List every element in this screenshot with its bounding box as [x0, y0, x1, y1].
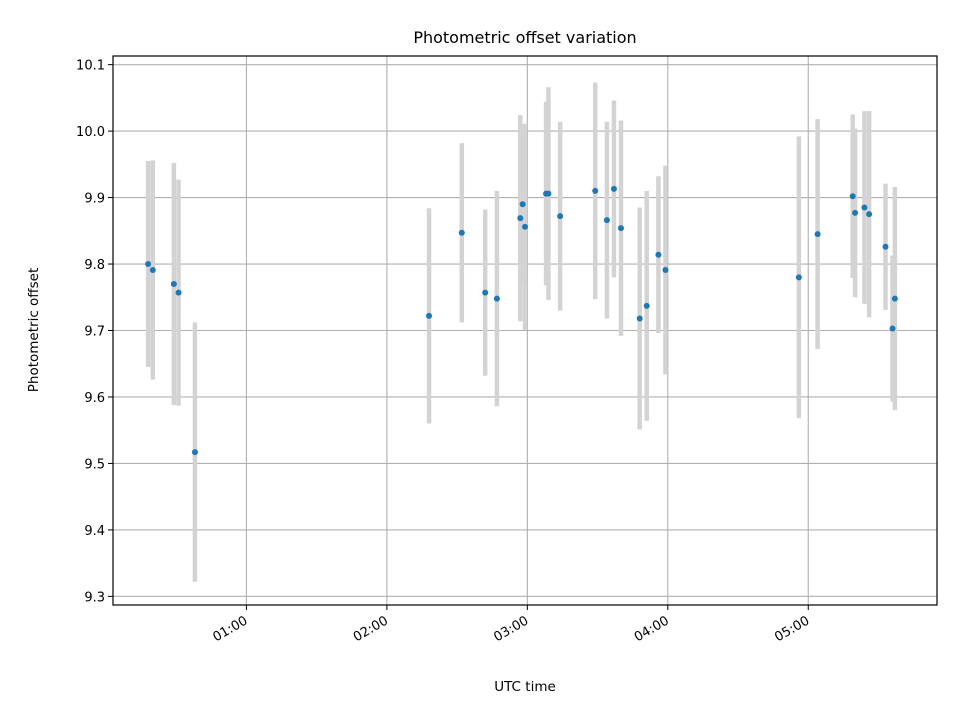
y-axis-ticks: 9.3 9.4 9.5 9.6 9.7 9.8 9.9 10.0 10.1 — [76, 59, 113, 605]
data-point — [655, 251, 662, 258]
data-point — [852, 209, 859, 216]
y-tick-label: 9.7 — [84, 325, 105, 340]
data-point — [866, 211, 873, 218]
data-point — [519, 201, 526, 208]
y-tick-label: 10.1 — [76, 59, 105, 74]
data-point — [493, 295, 500, 302]
data-point — [522, 223, 528, 230]
data-point — [482, 289, 489, 296]
data-point — [882, 243, 889, 250]
data-point — [517, 215, 524, 222]
y-tick-label: 9.8 — [84, 258, 105, 273]
data-points — [145, 185, 898, 456]
data-point — [458, 229, 465, 236]
y-tick-label: 9.4 — [84, 524, 105, 539]
chart-title: Photometric offset variation — [413, 28, 636, 47]
y-axis-label: Photometric offset — [26, 268, 42, 392]
data-point — [849, 193, 856, 200]
data-point — [795, 274, 802, 281]
y-tick-label: 9.5 — [84, 457, 105, 472]
data-point — [170, 280, 177, 287]
data-point — [145, 261, 152, 268]
data-point — [861, 204, 868, 211]
y-tick-label: 10.0 — [76, 125, 105, 140]
data-point — [662, 267, 669, 274]
data-point — [592, 187, 599, 194]
data-point — [814, 231, 821, 238]
data-point — [149, 267, 156, 274]
y-tick-label: 9.9 — [84, 192, 105, 207]
data-point — [891, 295, 898, 302]
data-point — [889, 325, 896, 332]
data-point — [175, 289, 182, 296]
data-point — [557, 213, 564, 220]
data-point — [603, 217, 610, 224]
y-tick-label: 9.6 — [84, 391, 105, 406]
data-point — [643, 302, 650, 309]
data-point — [545, 190, 552, 197]
data-point — [426, 312, 433, 319]
data-point — [636, 315, 643, 322]
data-point — [617, 225, 624, 232]
data-point — [610, 185, 617, 192]
data-point — [191, 449, 198, 456]
y-tick-label: 9.3 — [84, 590, 105, 605]
x-axis-label: UTC time — [494, 679, 556, 695]
